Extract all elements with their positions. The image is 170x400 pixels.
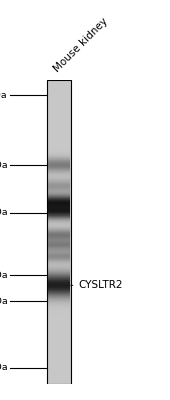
Bar: [47, 80, 71, 384]
Text: 35kDa: 35kDa: [0, 297, 8, 306]
Text: 55kDa: 55kDa: [0, 208, 8, 217]
Text: CYSLTR2: CYSLTR2: [71, 280, 123, 290]
Text: 25kDa: 25kDa: [0, 363, 8, 372]
Text: 40kDa: 40kDa: [0, 271, 8, 280]
Text: 70kDa: 70kDa: [0, 161, 8, 170]
Bar: [47, 80, 71, 384]
Text: Mouse kidney: Mouse kidney: [52, 16, 110, 74]
Text: 100kDa: 100kDa: [0, 91, 8, 100]
